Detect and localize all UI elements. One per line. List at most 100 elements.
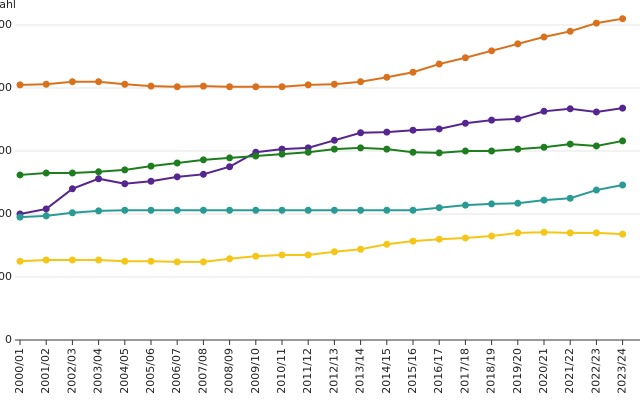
data-point: [514, 115, 522, 123]
data-point: [540, 143, 548, 151]
data-point: [95, 78, 103, 86]
x-tick-label: 2007/08: [196, 348, 209, 394]
data-point: [566, 194, 574, 202]
data-point: [16, 257, 24, 265]
data-point: [173, 258, 181, 266]
x-tick-label: 2003/04: [92, 348, 105, 394]
y-tick-label: 400: [0, 81, 12, 94]
x-tick-label: 2013/14: [354, 348, 367, 394]
data-point: [121, 180, 129, 188]
data-point: [68, 78, 76, 86]
data-point: [278, 150, 286, 158]
data-point: [540, 33, 548, 41]
x-tick-label: 2016/17: [432, 348, 445, 394]
data-point: [173, 206, 181, 214]
data-point: [409, 237, 417, 245]
data-point: [16, 171, 24, 179]
data-point: [330, 80, 338, 88]
data-point: [619, 15, 627, 23]
data-point: [357, 144, 365, 152]
data-point: [278, 83, 286, 91]
data-point: [226, 206, 234, 214]
data-point: [488, 47, 496, 55]
data-point: [488, 200, 496, 208]
data-point: [461, 147, 469, 155]
data-point: [252, 83, 260, 91]
x-tick-label: 2023/24: [616, 348, 629, 394]
data-point: [121, 206, 129, 214]
x-tick-label: 2000/01: [13, 348, 26, 394]
data-point: [226, 255, 234, 263]
data-point: [461, 234, 469, 242]
data-point: [566, 105, 574, 113]
data-point: [540, 228, 548, 236]
data-point: [95, 256, 103, 264]
data-point: [435, 60, 443, 68]
data-point: [330, 206, 338, 214]
data-point: [409, 148, 417, 156]
data-point: [278, 206, 286, 214]
data-point: [226, 163, 234, 171]
data-point: [121, 166, 129, 174]
data-point: [488, 147, 496, 155]
series-line: [19, 17, 623, 88]
data-point: [42, 169, 50, 177]
data-point: [461, 119, 469, 127]
x-tick-label: 2006/07: [170, 348, 183, 394]
data-point: [566, 140, 574, 148]
x-tick-label: 2011/12: [301, 348, 314, 394]
data-point: [278, 251, 286, 259]
data-point: [95, 207, 103, 215]
y-tick-label: 0: [5, 333, 12, 346]
data-point: [592, 19, 600, 27]
series-line: [19, 231, 623, 263]
data-point: [252, 152, 260, 160]
data-point: [514, 199, 522, 207]
data-point: [121, 257, 129, 265]
data-point: [147, 162, 155, 170]
data-point: [409, 68, 417, 76]
data-point: [42, 212, 50, 220]
x-tick-label: 2020/21: [537, 348, 550, 394]
x-tick-label: 2019/20: [511, 348, 524, 394]
data-point: [488, 116, 496, 124]
y-tick-label: 300: [0, 144, 12, 157]
data-point: [435, 125, 443, 133]
data-point: [383, 145, 391, 153]
y-tick-label: 100: [0, 270, 12, 283]
data-point: [173, 173, 181, 181]
data-point: [173, 159, 181, 167]
x-tick-label: 2015/16: [406, 348, 419, 394]
y-axis-title: Anzahl: [0, 0, 16, 11]
data-point: [514, 145, 522, 153]
x-tick-label: 2009/10: [249, 348, 262, 394]
data-point: [68, 209, 76, 217]
data-point: [357, 78, 365, 86]
data-point: [592, 186, 600, 194]
x-tick-label: 2010/11: [275, 348, 288, 394]
x-tick-label: 2014/15: [380, 348, 393, 394]
data-point: [252, 206, 260, 214]
data-point: [435, 149, 443, 157]
data-point: [619, 137, 627, 145]
x-tick-label: 2004/05: [118, 348, 131, 394]
data-point: [435, 235, 443, 243]
data-point: [330, 145, 338, 153]
data-point: [68, 256, 76, 264]
x-tick-label: 2008/09: [223, 348, 236, 394]
data-point: [357, 129, 365, 137]
x-tick-label: 2012/13: [327, 348, 340, 394]
data-point: [42, 80, 50, 88]
data-point: [566, 229, 574, 237]
x-tick-label: 2002/03: [65, 348, 78, 394]
data-point: [147, 257, 155, 265]
data-point: [619, 104, 627, 112]
data-point: [592, 108, 600, 116]
data-point: [304, 148, 312, 156]
data-point: [226, 83, 234, 91]
data-point: [304, 81, 312, 89]
data-point: [199, 258, 207, 266]
data-point: [461, 54, 469, 62]
data-point: [409, 126, 417, 134]
